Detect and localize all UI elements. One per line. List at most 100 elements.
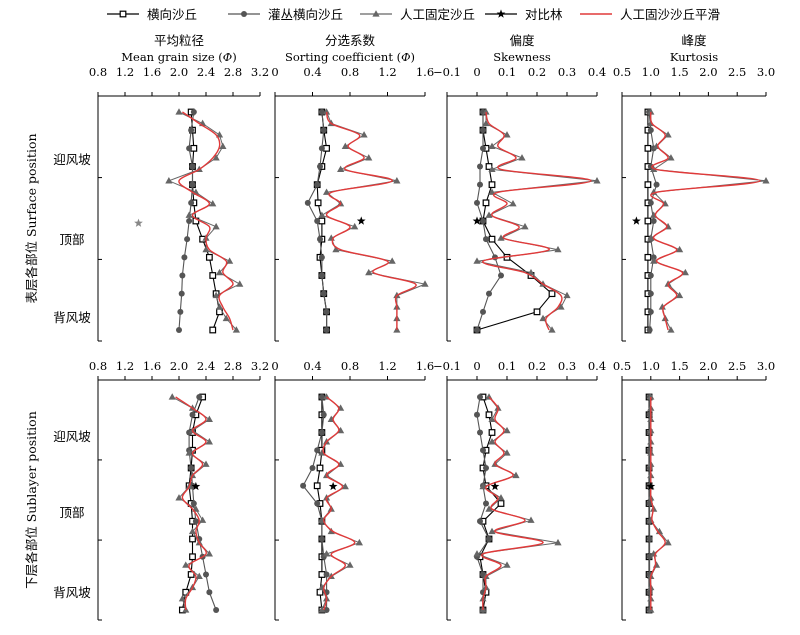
shrub-transverse-dune-point (650, 218, 657, 224)
artificial-fixed-dune-smooth-line (325, 111, 417, 330)
legend-marker (241, 11, 247, 17)
panel-title-en-suffix: ) (411, 50, 416, 64)
artificial-fixed-dune-point (647, 234, 655, 241)
artificial-fixed-dune-point (497, 494, 505, 501)
artificial-fixed-dune-point (365, 268, 373, 276)
artificial-fixed-dune-point (219, 142, 227, 150)
panel-title: 平均粒径 Mean grain size (Φ) (121, 33, 236, 64)
legend-item: 人工固沙沙丘平滑 (580, 7, 720, 22)
shrub-transverse-dune-point (190, 109, 197, 115)
x-tick-label: 1.6 (416, 359, 434, 373)
x-tick-label: 2.4 (197, 359, 215, 373)
artificial-fixed-dune-point (647, 108, 655, 115)
x-tick-label: 0.2 (528, 65, 546, 79)
shrub-transverse-dune-point (646, 536, 653, 542)
artificial-fixed-dune-point (488, 438, 496, 445)
shrub-transverse-dune-point (314, 500, 321, 507)
artificial-fixed-dune-point (664, 538, 672, 546)
legend-item: 人工固定沙丘 (360, 7, 475, 22)
shrub-transverse-dune-point (646, 411, 653, 418)
x-tick-label: 1.2 (378, 359, 396, 373)
x-tick-label: 0.4 (588, 359, 606, 373)
legend-label: 人工固沙沙丘平滑 (620, 7, 720, 22)
x-tick-label: 1.0 (642, 359, 660, 373)
panel-title-en: Skewness (493, 50, 551, 64)
x-tick-label: 0.4 (588, 65, 606, 79)
panel-sublayer-3: 0.5 1.0 1.5 2.0 2.5 3.0 (613, 359, 775, 621)
artificial-fixed-dune-point (479, 482, 487, 490)
artificial-fixed-dune-smooth-line (649, 111, 761, 331)
x-tick-label: 0.5 (613, 359, 631, 373)
artificial-fixed-dune-point (168, 393, 176, 400)
artificial-fixed-dune-point (165, 177, 173, 184)
artificial-fixed-dune-smooth-line (175, 396, 207, 611)
x-tick-label: 2.4 (197, 65, 215, 79)
artificial-fixed-dune-point (212, 222, 220, 230)
shrub-transverse-dune-point (320, 127, 327, 134)
panel-surface-2: −0.1 0 0.1 0.2 0.3 0.4 (433, 65, 606, 342)
shrub-transverse-dune-point (318, 145, 325, 152)
artificial-fixed-dune-point (488, 415, 496, 423)
x-tick-label: 2.5 (728, 359, 746, 373)
x-tick-label: 0.2 (528, 359, 546, 373)
shrub-transverse-dune-point (188, 199, 195, 206)
x-tick-label: 2.0 (170, 359, 188, 373)
shrub-transverse-dune-point (186, 218, 193, 224)
artificial-fixed-dune-point (667, 154, 675, 161)
x-tick-label: 0 (473, 359, 480, 373)
control-forest-point (328, 481, 338, 491)
transverse-dune-point (187, 571, 195, 578)
shrub-transverse-dune-point (477, 163, 483, 170)
shrub-transverse-dune-point (314, 447, 321, 454)
artificial-fixed-dune-point (473, 550, 481, 557)
artificial-fixed-dune-point (548, 326, 556, 333)
artificial-fixed-dune-point (488, 527, 496, 535)
x-tick-label: 0.1 (498, 359, 516, 373)
artificial-fixed-dune-point (222, 314, 230, 322)
control-forest-point (632, 216, 641, 225)
x-tick-label: 3.0 (757, 65, 775, 79)
transverse-dune-point (488, 429, 496, 436)
artificial-fixed-dune-point (554, 245, 562, 253)
x-tick-label: 2.0 (170, 65, 188, 79)
artificial-fixed-dune-point (676, 291, 684, 299)
artificial-fixed-dune-point (360, 131, 368, 138)
shrub-transverse-dune-point (480, 308, 486, 315)
artificial-fixed-dune-smooth-line (322, 396, 356, 611)
position-label: 背风坡 (53, 310, 91, 325)
artificial-fixed-dune-point (485, 393, 493, 400)
artificial-fixed-dune-point (188, 527, 197, 535)
transverse-dune-point (548, 290, 556, 298)
shrub-transverse-dune-point (318, 536, 325, 542)
artificial-fixed-dune-point (488, 165, 496, 172)
x-tick-label: 1.6 (416, 65, 434, 79)
artificial-fixed-dune-point (482, 119, 490, 127)
artificial-fixed-dune-point (202, 460, 210, 467)
legend-label: 横向沙丘 (147, 7, 197, 22)
legend-marker (496, 9, 506, 18)
transverse-dune-point (644, 144, 652, 152)
artificial-fixed-dune-point (503, 449, 511, 456)
x-tick-label: 1.0 (642, 65, 660, 79)
artificial-fixed-dune-point (527, 268, 535, 276)
artificial-fixed-dune-point (185, 211, 193, 218)
artificial-fixed-dune-smooth-line (482, 111, 592, 331)
shrub-transverse-dune-point (203, 571, 209, 578)
artificial-fixed-dune-line (476, 396, 559, 610)
shrub-transverse-dune-point (317, 163, 323, 170)
panel-title-cn: 平均粒径 (154, 33, 204, 48)
shrub-transverse-dune-point (318, 394, 325, 400)
x-tick-label: −0.1 (433, 359, 461, 373)
transverse-dune-point (488, 181, 496, 189)
transverse-dune-point (488, 235, 496, 243)
x-tick-label: 0.8 (341, 65, 359, 79)
panel-title-en-suffix: ) (232, 50, 237, 64)
transverse-dune-point (482, 199, 490, 207)
legend-label: 人工固定沙丘 (400, 7, 475, 22)
transverse-dune-point (316, 464, 324, 472)
artificial-fixed-dune-point (355, 538, 363, 546)
artificial-fixed-dune-point (563, 291, 571, 299)
row-label: 表层各部位 Surface position (24, 133, 39, 303)
shrub-transverse-dune-point (483, 465, 489, 471)
control-forest-point (356, 216, 366, 225)
